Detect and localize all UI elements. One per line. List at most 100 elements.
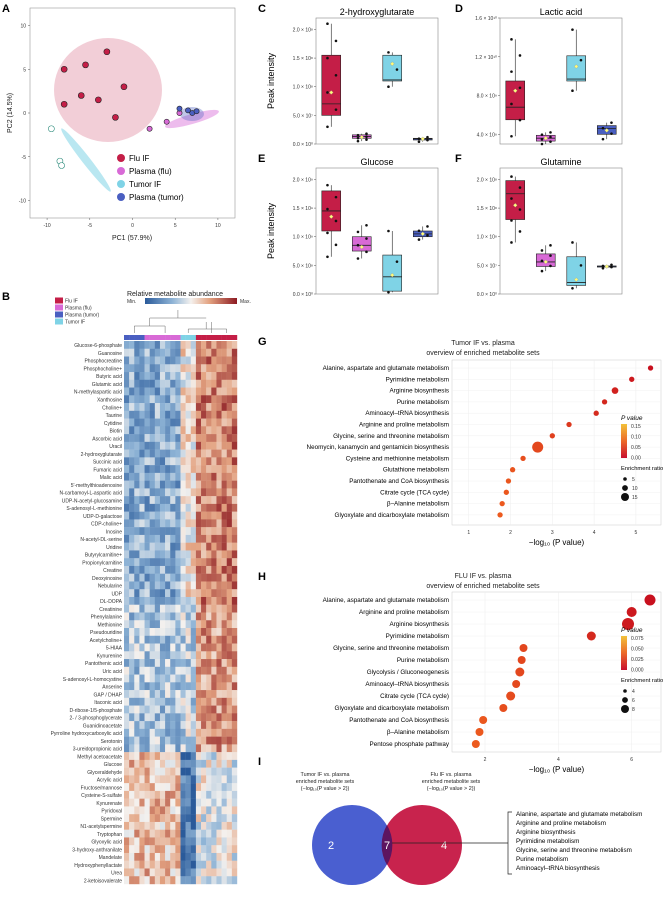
heatmap-cell <box>139 620 145 629</box>
heatmap-cell <box>185 496 191 505</box>
heatmap-cell <box>124 488 130 497</box>
heatmap-row-label: Glyceraldehyde <box>87 770 122 776</box>
heatmap-cell <box>170 697 176 706</box>
heatmap-cell <box>170 767 176 776</box>
heatmap-cell <box>139 682 145 691</box>
heatmap-cell <box>180 434 186 443</box>
pca-legend-label: Tumor IF <box>129 180 161 189</box>
heatmap-cell <box>211 395 217 404</box>
enrich-category-label: Glycine, serine and threonine metabolism <box>333 645 449 652</box>
heatmap-cell <box>221 752 227 761</box>
heatmap-cell <box>190 814 197 823</box>
heatmap-cell <box>201 379 207 388</box>
heatmap-cell <box>129 519 135 528</box>
heatmap-cell <box>216 341 222 349</box>
heatmap-cell <box>185 441 191 450</box>
heatmap-cell <box>180 558 186 567</box>
heatmap-cell <box>190 674 197 683</box>
heatmap-cell <box>159 395 166 404</box>
heatmap-cell <box>216 496 222 505</box>
heatmap-cell <box>129 767 135 776</box>
heatmap-cell <box>124 410 130 419</box>
heatmap-cell <box>211 379 217 388</box>
heatmap-cell <box>201 403 207 412</box>
heatmap-cell <box>129 480 135 489</box>
heatmap-cell <box>139 806 145 815</box>
heatmap-cell <box>175 596 181 605</box>
pca-point <box>163 118 170 125</box>
heatmap-row-label: Spermine <box>101 816 123 822</box>
heatmap-cell <box>216 767 222 776</box>
heatmap-cell <box>149 783 156 792</box>
heatmap-cell <box>216 628 222 636</box>
heatmap-cell <box>231 635 238 644</box>
enrich-size-marker <box>622 485 628 491</box>
box-mean-marker <box>390 61 395 67</box>
heatmap-cell <box>149 837 156 846</box>
heatmap-cell <box>221 845 227 854</box>
heatmap-cell <box>154 659 161 667</box>
box-point <box>601 137 605 141</box>
heatmap-cell <box>170 480 176 489</box>
heatmap-cell <box>175 573 181 582</box>
heatmap-cell <box>190 395 197 404</box>
heatmap-cell <box>175 403 181 412</box>
heatmap-cell <box>139 814 145 823</box>
heatmap-cell <box>201 472 207 481</box>
heatmap-cell <box>154 721 161 730</box>
box-point <box>549 254 552 257</box>
heatmap-cell <box>154 852 161 861</box>
heatmap-cell <box>129 775 135 784</box>
heatmap-cell <box>165 410 171 419</box>
heatmap-cell <box>139 736 145 745</box>
heatmap-cell <box>124 852 130 861</box>
heatmap-cell <box>180 426 186 435</box>
heatmap-cell <box>211 767 217 776</box>
heatmap-cell <box>134 651 140 660</box>
enrich-x-tick-label: 3 <box>551 530 554 536</box>
heatmap-cell <box>124 705 130 714</box>
heatmap-cell <box>149 643 156 652</box>
heatmap-cell <box>206 550 212 559</box>
heatmap-cell <box>206 457 212 466</box>
heatmap-cell <box>139 348 145 357</box>
heatmap-cell <box>226 441 233 450</box>
enrich-point <box>622 618 634 630</box>
heatmap-cell <box>159 620 166 629</box>
box-y-label: Peak intensity <box>266 202 276 259</box>
heatmap-cell <box>134 852 140 861</box>
heatmap-cell <box>149 697 156 706</box>
heatmap-cell <box>154 736 161 745</box>
heatmap-cell <box>231 643 238 652</box>
box-point <box>356 257 360 260</box>
heatmap-cell <box>139 697 145 706</box>
heatmap-row-label: 2- / 3-phosphoglycerate <box>69 716 122 722</box>
heatmap-cell <box>175 635 181 644</box>
heatmap-cell <box>175 542 181 551</box>
heatmap-cell <box>221 387 227 396</box>
heatmap-cell <box>231 759 238 768</box>
heatmap-cell <box>124 612 130 621</box>
enrich-color-legend-title: P value <box>621 627 643 634</box>
heatmap-cell <box>175 643 181 652</box>
heatmap-cell <box>165 503 171 512</box>
heatmap-cell <box>201 542 207 551</box>
heatmap-cell <box>180 418 186 427</box>
heatmap-cell <box>211 775 217 784</box>
heatmap-cell <box>195 721 202 730</box>
heatmap-cell <box>149 705 156 714</box>
enrich-category-label: Pyrimidine metabolism <box>386 633 449 640</box>
heatmap-cell <box>165 449 171 458</box>
heatmap-cell <box>144 558 150 567</box>
heatmap-cell <box>180 690 186 699</box>
heatmap-cell <box>190 465 197 474</box>
heatmap-cell <box>206 643 212 652</box>
heatmap-cell <box>201 519 207 528</box>
heatmap-cell <box>180 449 186 458</box>
heatmap-cell <box>221 457 227 466</box>
heatmap-row-label: CDP-choline+ <box>91 522 122 528</box>
heatmap-cell <box>175 814 181 823</box>
heatmap-cell <box>221 496 227 505</box>
heatmap-cell <box>144 604 150 613</box>
